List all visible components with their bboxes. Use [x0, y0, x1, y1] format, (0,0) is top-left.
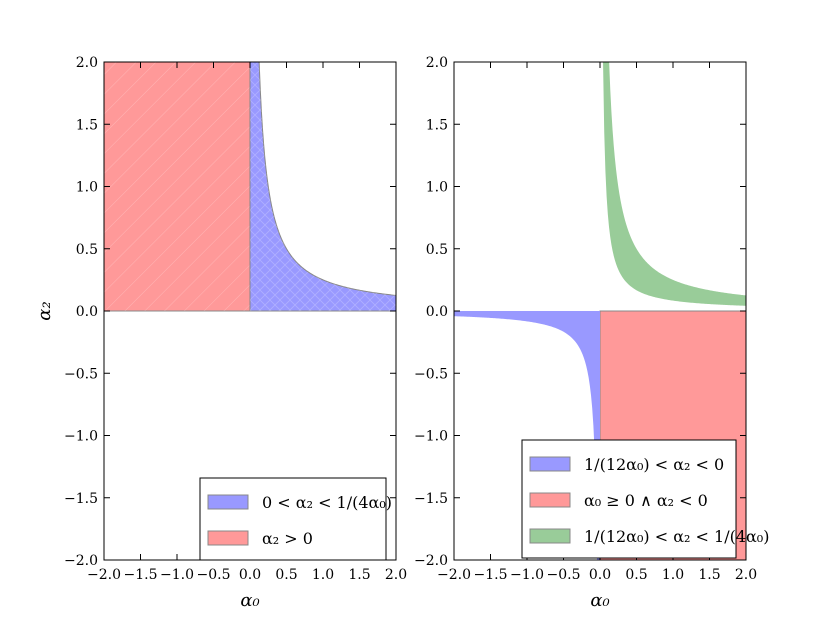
region-inv12-to-inv4: [603, 62, 746, 306]
right-xtick-label: 2.0: [735, 567, 757, 583]
legend-swatch: [207, 494, 249, 510]
right-ytick-label: −1.5: [414, 491, 448, 507]
left-panel: −2.0 −1.5 −1.0 −0.5 0.0 0.5 1.0 1.5 2.0−2.0−1.5−…: [34, 55, 407, 611]
right-panel: −2.0 −1.5 −1.0 −0.5 0.0 0.5 1.0 1.5 2.0−2.0−1.5−…: [414, 55, 769, 611]
legend-frame: [199, 477, 387, 561]
legend-swatch: [529, 528, 571, 544]
left-ytick-label: 1.0: [76, 180, 98, 196]
right-legend: 1/(12α₀) < α₂ < 0 α₀ ≥ 0 ∧ α₂ < 0 1/(12α₀)…: [521, 439, 769, 559]
left-xtick-label: −1.5: [124, 567, 158, 583]
left-xtick-label: 2.0: [385, 567, 407, 583]
left-ytick-label: 1.5: [76, 117, 98, 133]
legend-label: 1/(12α₀) < α₂ < 1/(4α₀): [584, 527, 769, 546]
right-xtick-label: 0.0: [589, 567, 611, 583]
left-ytick-label: −1.0: [64, 429, 98, 445]
left-ytick-label: 0.5: [76, 242, 98, 258]
region-inv12-to-0: [454, 311, 600, 560]
left-xtick-label: 1.0: [312, 567, 334, 583]
right-ytick-label: −2.0: [414, 553, 448, 569]
right-ytick-label: −0.5: [414, 366, 448, 382]
right-xtick-label: −0.5: [547, 567, 581, 583]
legend-label: 1/(12α₀) < α₂ < 0: [584, 455, 724, 474]
right-ytick-label: 1.0: [426, 180, 448, 196]
right-ytick-label: −1.0: [414, 429, 448, 445]
left-xtick-label: 0.5: [275, 567, 297, 583]
legend-label: α₀ ≥ 0 ∧ α₂ < 0: [584, 491, 708, 510]
left-ytick-label: −1.5: [64, 491, 98, 507]
right-xtick-label: 1.5: [698, 567, 720, 583]
right-xtick-label: −2.0: [437, 567, 471, 583]
left-ytick-label: 2.0: [76, 55, 98, 71]
legend-swatch: [529, 492, 571, 508]
left-ytick-label: −0.5: [64, 366, 98, 382]
region-alpha2-between-0-and-inv4-hatch: [250, 62, 396, 311]
left-xtick-label: 1.5: [348, 567, 370, 583]
legend-swatch: [529, 456, 571, 472]
right-xlabel: α₀: [590, 590, 609, 611]
right-ytick-label: 0.5: [426, 242, 448, 258]
right-xtick-label: −1.0: [510, 567, 544, 583]
left-xlabel: α₀: [240, 590, 259, 611]
right-ytick-label: 0.0: [426, 304, 448, 320]
legend-label: α₂ > 0: [262, 529, 313, 548]
left-xtick-label: −0.5: [197, 567, 231, 583]
left-ytick-label: 0.0: [76, 304, 98, 320]
legend-label: 0 < α₂ < 1/(4α₀): [262, 493, 392, 512]
left-ytick-label: −2.0: [64, 553, 98, 569]
left-xtick-label: −1.0: [160, 567, 194, 583]
right-xtick-label: −1.5: [474, 567, 508, 583]
right-xtick-label: 1.0: [662, 567, 684, 583]
left-xtick-label: −2.0: [87, 567, 121, 583]
right-xtick-label: 0.5: [625, 567, 647, 583]
left-xtick-label: 0.0: [239, 567, 261, 583]
right-ytick-label: 2.0: [426, 55, 448, 71]
legend-swatch: [207, 530, 249, 546]
region-alpha2-positive-hatch: [104, 62, 250, 311]
left-ylabel: α₂: [34, 301, 55, 320]
left-legend: 0 < α₂ < 1/(4α₀) α₂ > 0: [199, 477, 392, 561]
right-ytick-label: 1.5: [426, 117, 448, 133]
